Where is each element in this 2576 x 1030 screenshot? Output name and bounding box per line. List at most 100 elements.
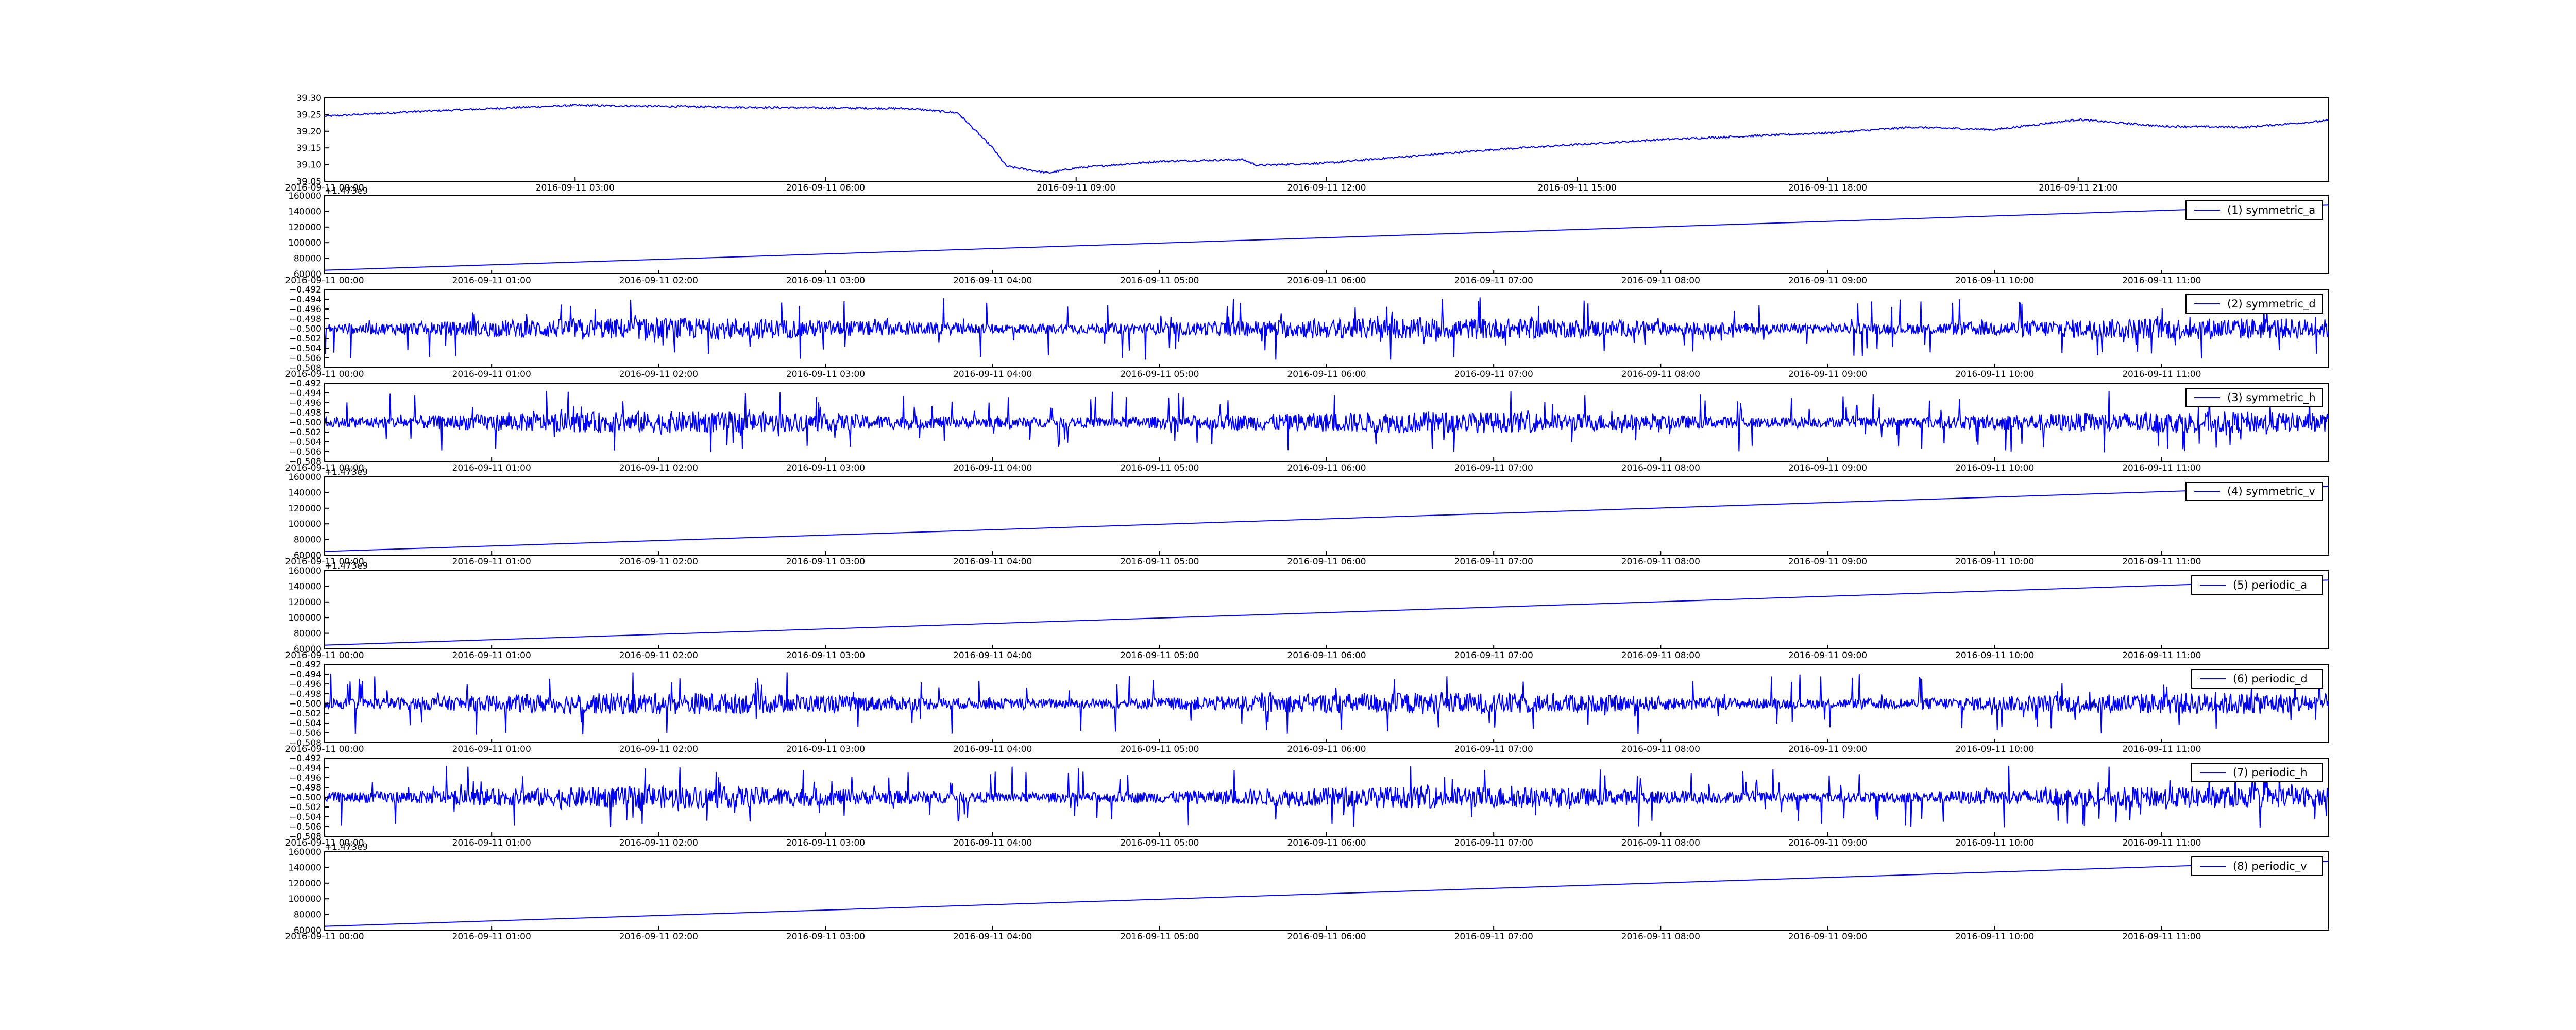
series-line (324, 579, 2329, 646)
x-tick-label: 2016-09-11 01:00 (452, 369, 531, 380)
subplot-8: 2016-09-11 00:00 2016-09-11 01:00 2016-09-… (285, 842, 2329, 942)
y-tick-label: 60000 (294, 925, 321, 936)
y-tick-label: 60000 (294, 644, 321, 655)
x-tick-label: 2016-09-11 06:00 (1287, 369, 1366, 380)
x-tick-label: 2016-09-11 07:00 (1454, 838, 1533, 848)
y-tick-label: −0.502 (289, 334, 321, 344)
series-line (324, 104, 2329, 174)
y-tick-label: 80000 (294, 535, 321, 545)
plot-frame (324, 851, 2329, 931)
y-tick-label: 160000 (288, 847, 321, 857)
x-tick-label: 2016-09-11 00:00 (285, 932, 364, 942)
y-tick-label: −0.502 (289, 427, 321, 438)
x-tick-label: 2016-09-11 11:00 (2122, 932, 2201, 942)
legend-box (2191, 763, 2323, 782)
x-tick-label: 2016-09-11 04:00 (953, 276, 1032, 286)
x-tick-label: 2016-09-11 03:00 (786, 932, 865, 942)
x-tick-label: 2016-09-11 08:00 (1621, 369, 1700, 380)
x-tick-label: 2016-09-11 02:00 (619, 932, 698, 942)
plot-frame (324, 97, 2329, 182)
y-offset-text: +1.473e9 (325, 561, 368, 571)
x-tick-label: 2016-09-11 03:00 (786, 276, 865, 286)
y-tick-label: −0.504 (289, 344, 321, 354)
x-tick-label: 2016-09-11 06:00 (1287, 838, 1366, 848)
y-tick-label: 100000 (288, 894, 321, 904)
y-offset-text: +1.473e9 (325, 842, 368, 852)
y-tick-label: 100000 (288, 613, 321, 623)
y-tick-label: 160000 (288, 472, 321, 483)
x-tick-label: 2016-09-11 06:00 (786, 183, 865, 193)
x-tick-label: 2016-09-11 07:00 (1454, 744, 1533, 754)
y-tick-label: 100000 (288, 238, 321, 248)
x-tick-label: 2016-09-11 09:00 (1788, 650, 1867, 661)
x-tick-label: 2016-09-11 06:00 (1287, 463, 1366, 473)
plot-frame (324, 570, 2329, 649)
x-tick-label: 2016-09-11 04:00 (953, 838, 1032, 848)
legend: (3) symmetric_h (2185, 388, 2323, 407)
x-tick-label: 2016-09-11 09:00 (1788, 838, 1867, 848)
plot-frame (324, 195, 2329, 274)
x-tick-label: 2016-09-11 00:00 (285, 557, 364, 567)
y-tick-label: 39.10 (296, 160, 321, 170)
x-tick-label: 2016-09-11 10:00 (1955, 276, 2034, 286)
legend-label: (1) symmetric_a (2227, 204, 2315, 217)
x-tick-label: 2016-09-11 09:00 (1788, 932, 1867, 942)
legend: (7) periodic_h (2191, 763, 2323, 782)
subplot-6: 2016-09-11 00:00 2016-09-11 01:00 2016-09-… (285, 660, 2329, 754)
y-tick-label: −0.504 (289, 718, 321, 729)
subplot-3: 2016-09-11 00:00 2016-09-11 01:00 2016-09-… (285, 379, 2329, 473)
x-tick-label: 2016-09-11 05:00 (1120, 463, 1199, 473)
y-tick-label: −0.504 (289, 437, 321, 448)
x-tick-label: 2016-09-11 09:00 (1037, 183, 1115, 193)
subplot-7: 2016-09-11 00:00 2016-09-11 01:00 2016-09-… (285, 753, 2329, 848)
x-tick-label: 2016-09-11 05:00 (1120, 932, 1199, 942)
y-tick-label: −0.500 (289, 793, 321, 803)
x-tick-label: 2016-09-11 04:00 (953, 650, 1032, 661)
y-tick-label: −0.494 (289, 295, 321, 305)
y-tick-label: 140000 (288, 488, 321, 498)
y-tick-label: −0.496 (289, 679, 321, 690)
x-tick-label: 2016-09-11 02:00 (619, 838, 698, 848)
x-tick-label: 2016-09-11 03:00 (786, 650, 865, 661)
x-tick-label: 2016-09-11 11:00 (2122, 557, 2201, 567)
x-tick-label: 2016-09-11 10:00 (1955, 838, 2034, 848)
y-tick-label: 80000 (294, 254, 321, 264)
x-tick-label: 2016-09-11 01:00 (452, 838, 531, 848)
x-tick-label: 2016-09-11 04:00 (953, 369, 1032, 380)
x-tick-label: 2016-09-11 02:00 (619, 557, 698, 567)
y-tick-label: −0.498 (289, 408, 321, 418)
x-tick-label: 2016-09-11 09:00 (1788, 276, 1867, 286)
x-tick-label: 2016-09-11 05:00 (1120, 276, 1199, 286)
legend-label: (5) periodic_a (2233, 579, 2307, 592)
y-tick-label: −0.494 (289, 763, 321, 774)
y-tick-label: 120000 (288, 222, 321, 233)
y-tick-label: −0.492 (289, 379, 321, 389)
legend-label: (8) periodic_v (2233, 860, 2307, 873)
x-tick-label: 2016-09-11 01:00 (452, 932, 531, 942)
y-tick-label: 60000 (294, 551, 321, 561)
x-tick-label: 2016-09-11 10:00 (1955, 557, 2034, 567)
x-tick-label: 2016-09-11 11:00 (2122, 838, 2201, 848)
x-tick-label: 2016-09-11 03:00 (786, 744, 865, 754)
plot-frame (324, 476, 2329, 556)
series-line (324, 766, 2329, 828)
y-tick-label: −0.494 (289, 670, 321, 680)
x-tick-label: 2016-09-11 11:00 (2122, 369, 2201, 380)
x-tick-label: 2016-09-11 06:00 (1287, 932, 1366, 942)
x-tick-label: 2016-09-11 09:00 (1788, 369, 1867, 380)
y-tick-label: −0.498 (289, 689, 321, 699)
x-tick-label: 2016-09-11 08:00 (1621, 838, 1700, 848)
x-tick-label: 2016-09-11 07:00 (1454, 369, 1533, 380)
x-tick-label: 2016-09-11 09:00 (1788, 557, 1867, 567)
subplot-0: 2016-09-11 00:00 2016-09-11 03:00 2016-09-… (285, 93, 2329, 193)
y-tick-label: 39.05 (296, 177, 321, 187)
y-tick-label: −0.508 (289, 738, 321, 748)
legend: (6) periodic_d (2191, 669, 2323, 689)
series-line (324, 861, 2329, 927)
y-tick-label: −0.492 (289, 660, 321, 670)
legend-label: (7) periodic_h (2233, 766, 2308, 779)
y-offset-text: +1.473e9 (325, 467, 368, 477)
series-line (324, 204, 2329, 271)
x-tick-label: 2016-09-11 01:00 (452, 650, 531, 661)
y-tick-label: 160000 (288, 566, 321, 576)
